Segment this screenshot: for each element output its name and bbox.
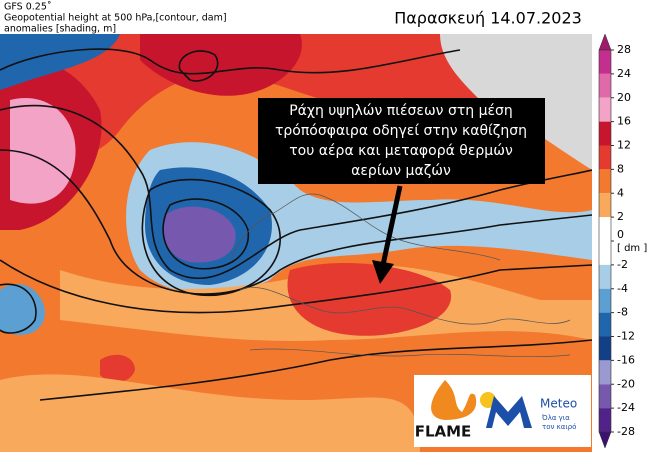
colorbar-tick-label: 4 xyxy=(617,186,624,199)
map-shape xyxy=(162,198,249,270)
annotation-box xyxy=(258,98,545,184)
colorbar-tick-label: 20 xyxy=(617,91,631,104)
map-shape xyxy=(0,48,461,75)
colorbar-unit: [ dm ] xyxy=(617,243,647,254)
meteo-logo: Meteo xyxy=(540,397,577,411)
colorbar-segment xyxy=(599,241,611,265)
date-title: Παρασκευή 14.07.2023 xyxy=(394,9,582,28)
coastlines xyxy=(229,193,571,358)
colorbar-segment xyxy=(599,217,611,241)
colorbar-segment xyxy=(599,145,611,170)
map-shape xyxy=(0,259,592,314)
colorbar-tick-label: -4 xyxy=(617,282,628,295)
annotation-line: αερίων μαζών xyxy=(351,163,451,179)
colorbar-tick-label: 28 xyxy=(617,43,631,56)
model-label: GFS 0.25˚ xyxy=(4,2,52,13)
colorbar-extend xyxy=(598,33,612,51)
anomaly-area xyxy=(140,34,302,96)
anomaly-area xyxy=(100,354,135,382)
header-line: Geopotential height at 500 hPa,[contour,… xyxy=(4,13,227,24)
colorbar-tick-label: -20 xyxy=(617,377,635,390)
meteo-icon xyxy=(486,396,532,428)
annotation: Ράχη υψηλών πιέσεων στη μέση τρόπόσφαιρα … xyxy=(258,98,545,284)
map-shape xyxy=(0,283,37,334)
colorbar-tick-label: 2 xyxy=(617,210,624,223)
colorbar-segment xyxy=(599,336,611,361)
colorbar-segment xyxy=(599,288,611,313)
annotation-line: τρόπόσφαιρα οδηγεί στην καθίζηση xyxy=(275,123,527,139)
colorbar-tick-label: -12 xyxy=(617,330,635,343)
colorbar-tick-label: 12 xyxy=(617,139,631,152)
colorbar-segment xyxy=(599,408,611,432)
colorbar-tick-label: -2 xyxy=(617,258,628,271)
colorbar-tick-label: 8 xyxy=(617,162,624,175)
colorbar-segment xyxy=(599,169,611,194)
header: GFS 0.25˚ Geopotential height at 500 hPa… xyxy=(4,2,582,35)
anomaly-area xyxy=(0,34,592,180)
colorbar-segment xyxy=(599,50,611,74)
colorbar-tick-label: -16 xyxy=(617,353,635,366)
colorbar-tick-label: -24 xyxy=(617,401,635,414)
annotation-line: του αέρα και μεταφορά θερμών xyxy=(289,143,513,159)
map-shape xyxy=(249,348,571,358)
map-shape xyxy=(0,104,592,280)
anomaly-area xyxy=(287,262,452,336)
colorbar-segment xyxy=(599,73,611,98)
map-shape xyxy=(39,339,592,401)
map-shape xyxy=(239,286,571,325)
anomaly-area xyxy=(10,98,76,204)
flame-logo: FLAME xyxy=(415,423,472,441)
annotation-line: Ράχη υψηλών πιέσεων στη μέση xyxy=(289,103,513,119)
anomaly-area xyxy=(0,34,120,90)
colorbar-segment xyxy=(599,121,611,146)
header-line: anomalies [shading, m] xyxy=(4,24,116,35)
anomaly-area xyxy=(162,206,236,263)
flame-icon xyxy=(431,380,477,420)
map-shape xyxy=(178,50,219,82)
meteo-tagline: Όλα για xyxy=(541,414,570,422)
map-shape xyxy=(229,193,501,261)
colorbar-segment xyxy=(599,97,611,122)
colorbar-extend xyxy=(598,431,612,449)
colorbar-segment xyxy=(599,312,611,337)
colorbar-tick-label: 0 xyxy=(617,228,624,241)
colorbar-segment xyxy=(599,360,611,385)
colorbar-tick-label: -8 xyxy=(617,306,628,319)
annotation-text: Ράχη υψηλών πιέσεων στη μέση τρόπόσφαιρα … xyxy=(275,103,527,179)
logos: FLAME Meteo Όλα για τον καιρό xyxy=(414,375,591,447)
meteo-tagline: τον καιρό xyxy=(542,423,576,431)
colorbar-segment xyxy=(599,193,611,218)
colorbar-tick-label: -28 xyxy=(617,425,635,438)
map-shape xyxy=(141,178,281,297)
arrow-shaft xyxy=(380,185,403,266)
arrow-head xyxy=(372,260,394,284)
colorbar-tick-label: 24 xyxy=(617,67,631,80)
colorbar-segment xyxy=(599,384,611,409)
colorbar-segment xyxy=(599,264,611,289)
colorbar-tick-label: 16 xyxy=(617,115,631,128)
